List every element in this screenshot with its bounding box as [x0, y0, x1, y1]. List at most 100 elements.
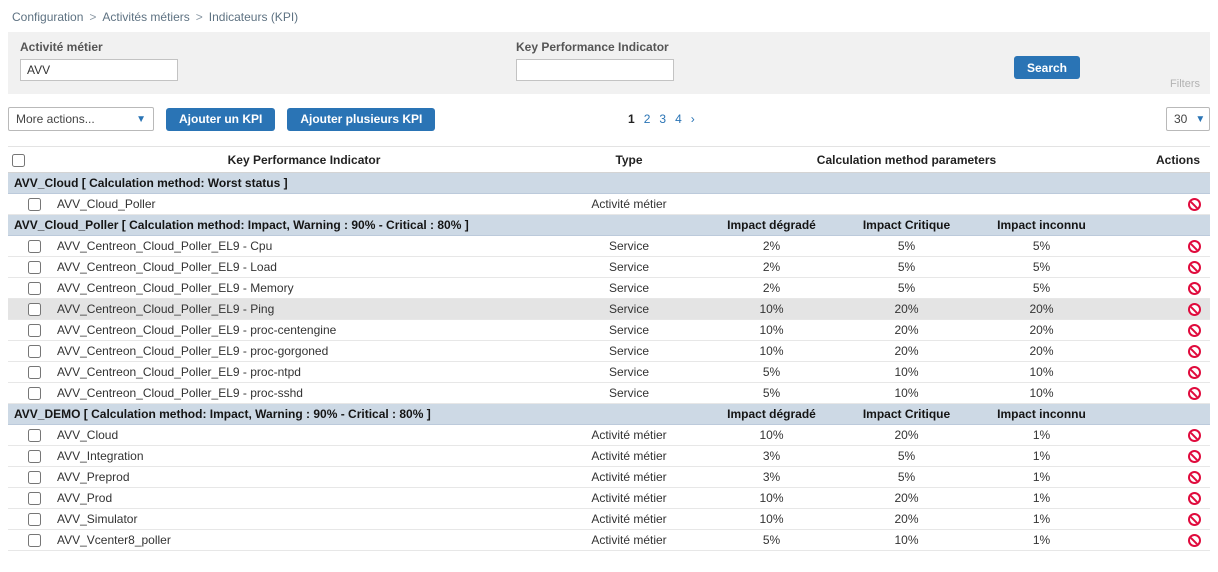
kpi-filter-field: Key Performance Indicator — [516, 40, 674, 81]
group-actions-cell — [1109, 403, 1210, 425]
delete-icon[interactable] — [1188, 261, 1201, 275]
kpi-filter-input[interactable] — [516, 59, 674, 81]
row-checkbox[interactable] — [28, 198, 41, 212]
row-checkbox[interactable] — [28, 492, 41, 506]
activity-filter-input[interactable] — [20, 59, 178, 81]
chevron-down-icon: ▼ — [1195, 113, 1206, 125]
table-row: AVV_Cloud_Poller Activité métier — [8, 193, 1210, 215]
next-page-arrow[interactable]: › — [690, 112, 695, 126]
row-checkbox[interactable] — [28, 513, 41, 527]
impact-unknown-value: 1% — [974, 445, 1109, 467]
row-checkbox[interactable] — [28, 387, 41, 401]
toolbar: More actions... ▼ Ajouter un KPI Ajouter… — [8, 106, 1210, 132]
row-checkbox[interactable] — [28, 324, 41, 338]
impact-degraded-value: 10% — [704, 508, 839, 530]
delete-icon[interactable] — [1188, 387, 1201, 401]
kpi-type: Service — [554, 298, 704, 320]
row-checkbox[interactable] — [28, 303, 41, 317]
kpi-type: Service — [554, 235, 704, 257]
breadcrumb-item-activites-metiers[interactable]: Activités métiers — [102, 10, 190, 24]
delete-icon[interactable] — [1188, 324, 1201, 338]
impact-critical-value: 10% — [839, 361, 974, 383]
kpi-type: Activité métier — [554, 193, 704, 215]
delete-icon[interactable] — [1188, 471, 1201, 485]
table-row: AVV_Centreon_Cloud_Poller_EL9 - proc-cen… — [8, 319, 1210, 341]
delete-icon[interactable] — [1188, 492, 1201, 506]
chevron-down-icon: ▼ — [136, 113, 146, 125]
page-number-3[interactable]: 3 — [659, 112, 667, 126]
impact-degraded-value: 10% — [704, 319, 839, 341]
table-row: AVV_Preprod Activité métier 3% 5% 1% — [8, 466, 1210, 488]
row-checkbox[interactable] — [28, 282, 41, 296]
delete-icon[interactable] — [1188, 240, 1201, 254]
group-actions-cell — [1109, 214, 1210, 236]
search-button[interactable]: Search — [1013, 56, 1080, 79]
row-checkbox[interactable] — [28, 471, 41, 485]
delete-icon[interactable] — [1188, 513, 1201, 527]
more-actions-select[interactable]: More actions... ▼ — [8, 107, 154, 131]
kpi-type: Service — [554, 319, 704, 341]
row-checkbox[interactable] — [28, 240, 41, 254]
more-actions-label: More actions... — [16, 112, 95, 126]
kpi-type: Service — [554, 382, 704, 404]
delete-icon[interactable] — [1188, 198, 1201, 212]
row-checkbox[interactable] — [28, 345, 41, 359]
table-header-row: Key Performance Indicator Type Calculati… — [8, 146, 1210, 173]
kpi-name: AVV_Centreon_Cloud_Poller_EL9 - Ping — [54, 298, 554, 320]
impact-critical-value: 5% — [839, 466, 974, 488]
breadcrumb-item-indicateurs-kpi[interactable]: Indicateurs (KPI) — [208, 10, 299, 24]
subcolumn-header-impact-critique: Impact Critique — [839, 403, 974, 425]
page-size-label: 30 — [1174, 112, 1188, 126]
page-number-2[interactable]: 2 — [643, 112, 651, 126]
impact-unknown-value: 5% — [974, 256, 1109, 278]
kpi-type: Activité métier — [554, 424, 704, 446]
table-row: AVV_Vcenter8_poller Activité métier 5% 1… — [8, 529, 1210, 551]
delete-icon[interactable] — [1188, 450, 1201, 464]
impact-degraded-value: 5% — [704, 382, 839, 404]
impact-degraded-value: 10% — [704, 424, 839, 446]
table-row: AVV_Integration Activité métier 3% 5% 1% — [8, 445, 1210, 467]
delete-icon[interactable] — [1188, 345, 1201, 359]
add-kpi-button[interactable]: Ajouter un KPI — [166, 107, 276, 131]
breadcrumb-item-configuration[interactable]: Configuration — [12, 10, 84, 24]
row-checkbox[interactable] — [28, 450, 41, 464]
table-row: AVV_Centreon_Cloud_Poller_EL9 - proc-gor… — [8, 340, 1210, 362]
select-all-checkbox[interactable] — [12, 153, 25, 167]
row-checkbox[interactable] — [28, 261, 41, 275]
impact-unknown-value: 1% — [974, 424, 1109, 446]
add-multiple-kpi-button[interactable]: Ajouter plusieurs KPI — [287, 107, 436, 131]
impact-degraded-value: 3% — [704, 445, 839, 467]
impact-critical-value: 5% — [839, 445, 974, 467]
page-number-1[interactable]: 1 — [628, 112, 635, 126]
delete-icon[interactable] — [1188, 534, 1201, 548]
impact-unknown-value: 1% — [974, 529, 1109, 551]
kpi-type: Service — [554, 277, 704, 299]
impact-critical-value: 20% — [839, 319, 974, 341]
page-size-select[interactable]: 30 ▼ — [1166, 107, 1210, 131]
activity-filter-label: Activité métier — [20, 40, 103, 54]
impact-critical-value: 20% — [839, 298, 974, 320]
impact-critical-value: 10% — [839, 529, 974, 551]
page-number-4[interactable]: 4 — [675, 112, 682, 126]
column-header-type[interactable]: Type — [554, 146, 704, 173]
kpi-name: AVV_Integration — [54, 445, 554, 467]
impact-critical-value: 5% — [839, 256, 974, 278]
row-checkbox[interactable] — [28, 534, 41, 548]
row-checkbox[interactable] — [28, 429, 41, 443]
column-header-kpi[interactable]: Key Performance Indicator — [54, 146, 554, 173]
table-row: AVV_Cloud Activité métier 10% 20% 1% — [8, 424, 1210, 446]
kpi-type: Activité métier — [554, 466, 704, 488]
row-checkbox[interactable] — [28, 366, 41, 380]
kpi-name: AVV_Vcenter8_poller — [54, 529, 554, 551]
delete-icon[interactable] — [1188, 282, 1201, 296]
delete-icon[interactable] — [1188, 366, 1201, 380]
kpi-type: Service — [554, 361, 704, 383]
delete-icon[interactable] — [1188, 429, 1201, 443]
kpi-type: Service — [554, 340, 704, 362]
impact-degraded-value: 2% — [704, 256, 839, 278]
table-row: AVV_Centreon_Cloud_Poller_EL9 - Cpu Serv… — [8, 235, 1210, 257]
delete-icon[interactable] — [1188, 303, 1201, 317]
filters-toggle[interactable]: Filters — [1170, 78, 1200, 90]
kpi-type: Activité métier — [554, 508, 704, 530]
impact-degraded-value: 10% — [704, 298, 839, 320]
